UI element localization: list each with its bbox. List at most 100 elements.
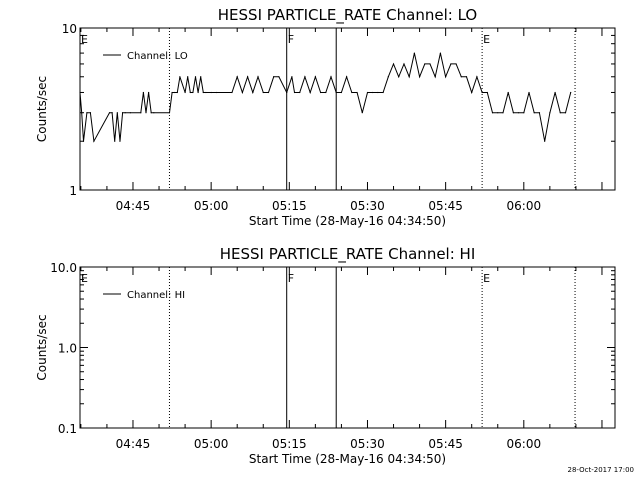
marker-label: E <box>81 272 88 285</box>
series-point <box>445 76 447 78</box>
series-point <box>241 91 244 94</box>
series-point <box>93 140 95 142</box>
series-point <box>554 91 556 94</box>
series-point <box>528 91 530 94</box>
series-point <box>202 91 204 94</box>
series-point <box>413 52 415 54</box>
series-point <box>278 76 280 78</box>
plot-title: HESSI PARTICLE_RATE Channel: LO <box>218 6 477 25</box>
series-point <box>129 112 131 114</box>
footer-timestamp: 28-Oct-2017 17:00 <box>567 466 634 474</box>
series-point <box>267 91 270 94</box>
x-tick-label: 05:00 <box>194 199 229 213</box>
series-point <box>372 91 374 94</box>
series-point <box>497 112 499 114</box>
x-tick-label: 06:00 <box>507 199 542 213</box>
series-point <box>299 91 301 94</box>
series-point <box>319 91 322 94</box>
series-point <box>174 91 176 94</box>
series-line <box>79 52 572 143</box>
y-tick-label: 0.1 <box>58 422 77 436</box>
x-tick-label: 05:00 <box>194 437 229 451</box>
series-point <box>392 63 395 65</box>
y-tick-label: 10.0 <box>50 261 77 275</box>
series-point <box>570 91 572 94</box>
series-point <box>465 76 468 78</box>
series-point <box>140 112 142 114</box>
y-tick-label: 1 <box>69 184 77 198</box>
series-point <box>382 91 384 94</box>
series-point <box>564 112 567 114</box>
series-point <box>471 91 473 94</box>
series-point <box>252 91 254 94</box>
series-point <box>418 76 421 78</box>
series-point <box>79 91 81 94</box>
series-point <box>434 76 436 78</box>
series-point <box>145 112 147 114</box>
series-point <box>429 63 431 65</box>
series-point <box>81 112 83 114</box>
series-point <box>476 76 478 78</box>
series-point <box>124 112 126 114</box>
series-point <box>335 91 337 94</box>
series-point <box>491 112 494 114</box>
y-tick-label: 10 <box>62 22 77 36</box>
series-point <box>346 76 348 78</box>
series-point <box>387 76 389 78</box>
x-tick-label: 05:15 <box>272 199 307 213</box>
series-point <box>455 63 457 65</box>
x-tick-label: 04:45 <box>116 437 151 451</box>
marker-label: F <box>288 33 294 46</box>
series-point <box>111 112 113 114</box>
series-point <box>481 91 483 94</box>
series-point <box>325 91 327 94</box>
x-tick-label: 05:45 <box>428 437 463 451</box>
x-tick-label: 05:15 <box>272 437 307 451</box>
marker-label: E <box>81 33 88 46</box>
series-point <box>153 112 155 114</box>
plot-title: HESSI PARTICLE_RATE Channel: HI <box>220 245 476 264</box>
y-tick-label: 1.0 <box>58 342 77 356</box>
series-point <box>210 91 212 94</box>
series-point <box>304 76 306 78</box>
series-point <box>424 63 426 65</box>
marker-label: F <box>288 272 294 285</box>
series-point <box>398 76 400 78</box>
series-point <box>189 91 191 94</box>
series-point <box>215 91 217 94</box>
x-tick-label: 05:30 <box>350 437 385 451</box>
series-point <box>108 112 111 114</box>
series-point <box>187 76 189 78</box>
series-point <box>351 91 353 94</box>
series-point <box>197 91 199 94</box>
series-point <box>502 112 504 114</box>
plot-frame <box>79 27 616 191</box>
x-axis-label: Start Time (28-May-16 04:34:50) <box>249 214 446 228</box>
series-point <box>523 112 525 114</box>
series-point <box>148 91 150 94</box>
series-point <box>314 76 316 78</box>
series-point <box>119 140 121 142</box>
series-point <box>439 52 442 54</box>
series-point <box>247 76 249 78</box>
series-point <box>116 112 118 114</box>
series-point <box>377 91 379 94</box>
series-point <box>533 112 535 114</box>
series-point <box>460 76 462 78</box>
y-axis-label: Counts/sec <box>35 76 49 142</box>
legend-label: Channel: HI <box>127 290 185 301</box>
series-point <box>179 76 181 78</box>
series-point <box>194 76 197 78</box>
series-point <box>330 76 332 78</box>
series-point <box>512 112 514 114</box>
series-point <box>150 112 152 114</box>
series-point <box>291 76 293 78</box>
series-point <box>257 76 259 78</box>
series-point <box>544 140 546 142</box>
series-point <box>286 91 288 94</box>
series-point <box>340 91 343 94</box>
marker-label: E <box>483 272 490 285</box>
series-point <box>559 112 561 114</box>
x-tick-label: 05:30 <box>350 199 385 213</box>
